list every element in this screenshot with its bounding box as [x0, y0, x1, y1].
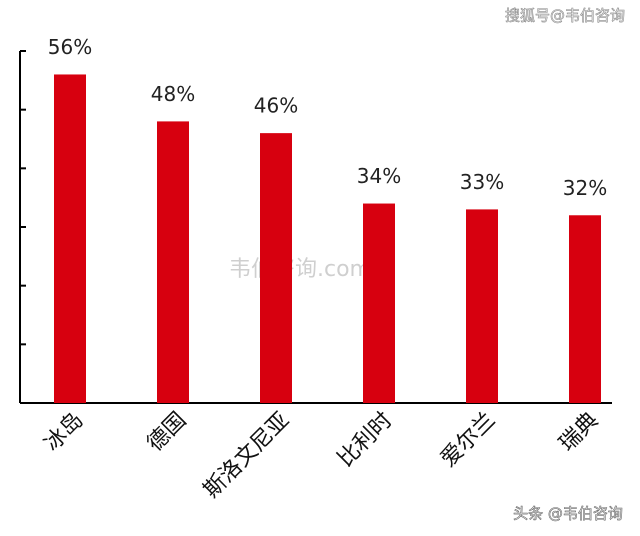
x-tick-label: 瑞典 — [555, 408, 604, 457]
bar — [157, 121, 189, 404]
value-label: 46% — [254, 94, 298, 118]
value-label: 34% — [357, 164, 401, 188]
bar — [54, 74, 86, 403]
watermark: 搜狐号@韦伯咨询 — [505, 7, 625, 25]
x-tick-label: 冰岛 — [40, 408, 89, 457]
value-label: 48% — [151, 82, 195, 106]
x-tick-label: 德国 — [143, 408, 192, 457]
watermark: 头条 @韦伯咨询 — [513, 505, 623, 523]
bar — [466, 209, 498, 403]
value-label: 32% — [563, 176, 607, 200]
value-label: 33% — [460, 170, 504, 194]
x-tick-label: 比利时 — [333, 408, 397, 472]
x-tick-label: 斯洛文尼亚 — [199, 408, 294, 503]
watermark: 韦伯咨询.com — [229, 257, 371, 282]
bar — [569, 215, 601, 403]
value-label: 56% — [48, 35, 92, 59]
bar — [363, 203, 395, 403]
bar — [260, 133, 292, 403]
x-tick-label: 爱尔兰 — [436, 408, 500, 472]
